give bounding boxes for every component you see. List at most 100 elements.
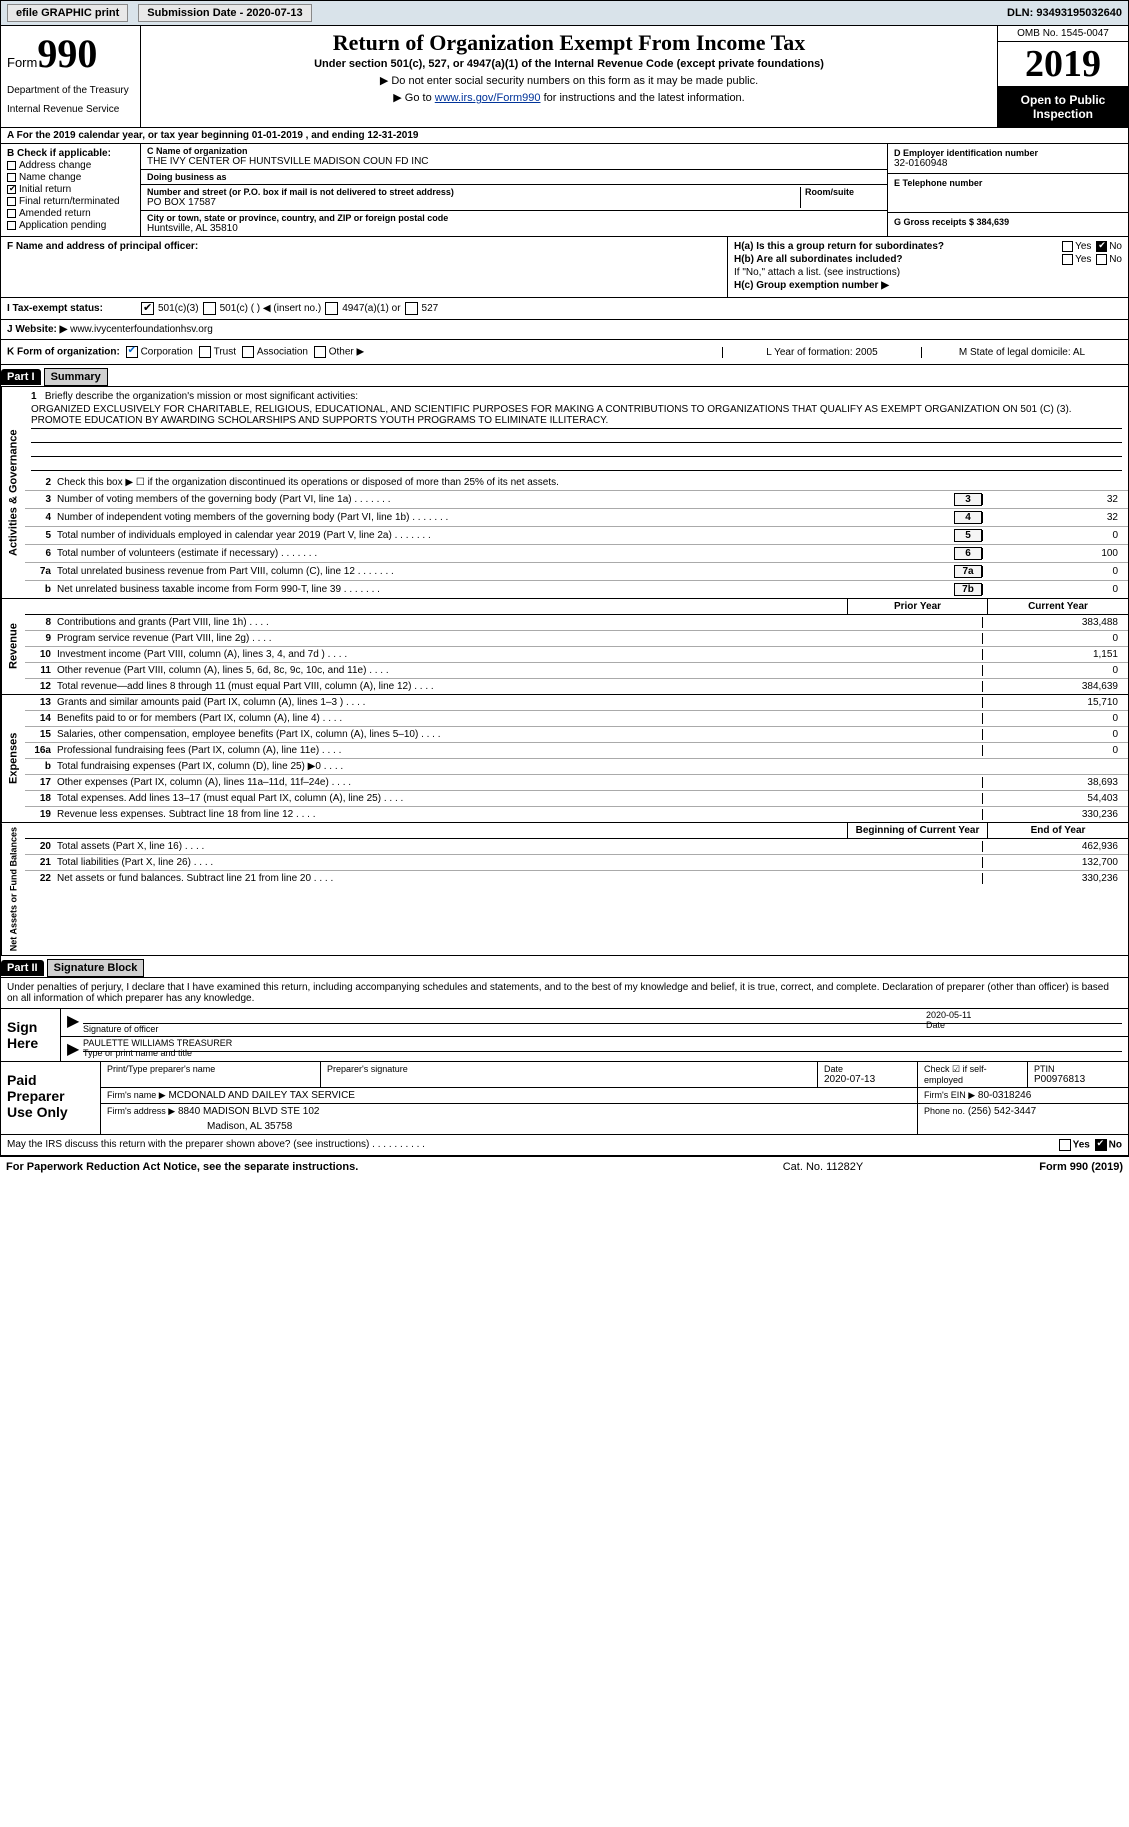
financial-line: 15Salaries, other compensation, employee… bbox=[25, 727, 1128, 743]
applicable-checkbox-row[interactable]: Application pending bbox=[7, 220, 134, 231]
paperwork-notice: For Paperwork Reduction Act Notice, see … bbox=[6, 1161, 723, 1173]
governance-line: bNet unrelated business taxable income f… bbox=[25, 581, 1128, 598]
applicable-checkbox-row[interactable]: Initial return bbox=[7, 184, 134, 195]
section-b-c-d-e: B Check if applicable: Address changeNam… bbox=[0, 144, 1129, 237]
form-id: Form 990 (2019) bbox=[923, 1161, 1123, 1173]
header-sub2: ▶ Do not enter social security numbers o… bbox=[147, 74, 991, 87]
ha-yes-checkbox[interactable] bbox=[1062, 241, 1073, 252]
applicable-checkbox-row[interactable]: Amended return bbox=[7, 208, 134, 219]
ein-value: 32-0160948 bbox=[894, 158, 1122, 169]
applicable-checkbox-row[interactable]: Address change bbox=[7, 160, 134, 171]
corp-checkbox[interactable] bbox=[126, 346, 138, 358]
activities-governance-label: Activities & Governance bbox=[1, 387, 25, 598]
gross-receipts: G Gross receipts $ 384,639 bbox=[894, 217, 1122, 227]
page-footer: For Paperwork Reduction Act Notice, see … bbox=[0, 1156, 1129, 1177]
financial-line: 10Investment income (Part VIII, column (… bbox=[25, 647, 1128, 663]
financial-line: 9Program service revenue (Part VIII, lin… bbox=[25, 631, 1128, 647]
part-2: Part II Signature Block bbox=[0, 956, 1129, 978]
sign-here-label: Sign Here bbox=[1, 1009, 61, 1061]
header-mid: Return of Organization Exempt From Incom… bbox=[141, 26, 998, 127]
dln: DLN: 93493195032640 bbox=[1007, 7, 1122, 19]
governance-line: 7aTotal unrelated business revenue from … bbox=[25, 563, 1128, 581]
part1-governance: Activities & Governance 1 Briefly descri… bbox=[0, 387, 1129, 599]
part1-title: Summary bbox=[44, 368, 108, 386]
irs-discuss-row: May the IRS discuss this return with the… bbox=[0, 1135, 1129, 1156]
efile-button[interactable]: efile GRAPHIC print bbox=[7, 4, 128, 22]
501c3-checkbox[interactable] bbox=[141, 302, 154, 315]
form-header: Form990 Department of the Treasury Inter… bbox=[0, 26, 1129, 128]
row-website: J Website: ▶ www.ivycenterfoundationhsv.… bbox=[0, 320, 1129, 340]
omb-number: OMB No. 1545-0047 bbox=[998, 26, 1128, 42]
applicable-checkbox-row[interactable]: Final return/terminated bbox=[7, 196, 134, 207]
sig-intro: Under penalties of perjury, I declare th… bbox=[1, 978, 1128, 1009]
header-right: OMB No. 1545-0047 2019 Open to Public In… bbox=[998, 26, 1128, 127]
officer-sig-field[interactable]: Signature of officer bbox=[83, 1023, 922, 1034]
501c-checkbox[interactable] bbox=[203, 302, 216, 315]
financial-line: 22Net assets or fund balances. Subtract … bbox=[25, 871, 1128, 886]
year-formation: L Year of formation: 2005 bbox=[722, 347, 922, 358]
expenses-label: Expenses bbox=[1, 695, 25, 822]
other-checkbox[interactable] bbox=[314, 346, 326, 358]
financial-line: 20Total assets (Part X, line 16) . . . .… bbox=[25, 839, 1128, 855]
part2-title: Signature Block bbox=[47, 959, 145, 977]
addr-value: PO BOX 17587 bbox=[147, 197, 796, 208]
room-label: Room/suite bbox=[805, 187, 881, 197]
527-checkbox[interactable] bbox=[405, 302, 418, 315]
trust-checkbox[interactable] bbox=[199, 346, 211, 358]
city-value: Huntsville, AL 35810 bbox=[147, 223, 881, 234]
part1-num: Part I bbox=[1, 369, 41, 385]
section-d-e-g: D Employer identification number 32-0160… bbox=[888, 144, 1128, 236]
state-domicile: M State of legal domicile: AL bbox=[922, 347, 1122, 358]
open-to-public: Open to Public Inspection bbox=[998, 87, 1128, 127]
addr-label: Number and street (or P.O. box if mail i… bbox=[147, 187, 796, 197]
tel-label: E Telephone number bbox=[894, 178, 1122, 188]
discuss-yes-checkbox[interactable] bbox=[1059, 1139, 1071, 1151]
financial-line: 21Total liabilities (Part X, line 26) . … bbox=[25, 855, 1128, 871]
financial-line: 18Total expenses. Add lines 13–17 (must … bbox=[25, 791, 1128, 807]
officer-name-field[interactable]: PAULETTE WILLIAMS TREASURERType or print… bbox=[83, 1051, 1122, 1059]
org-name-label: C Name of organization bbox=[147, 146, 881, 156]
form990-link[interactable]: www.irs.gov/Form990 bbox=[435, 92, 541, 104]
hb-yes-checkbox[interactable] bbox=[1062, 254, 1073, 265]
4947-checkbox[interactable] bbox=[325, 302, 338, 315]
applicable-checkbox-row[interactable]: Name change bbox=[7, 172, 134, 183]
arrow-icon: ▶ bbox=[67, 1011, 83, 1034]
city-label: City or town, state or province, country… bbox=[147, 213, 881, 223]
top-bar: efile GRAPHIC print Submission Date - 20… bbox=[0, 0, 1129, 26]
ha-no-checkbox[interactable] bbox=[1096, 241, 1107, 252]
form-number: 990 bbox=[37, 31, 97, 76]
financial-line: 12Total revenue—add lines 8 through 11 (… bbox=[25, 679, 1128, 694]
section-b: B Check if applicable: Address changeNam… bbox=[1, 144, 141, 236]
financial-line: 13Grants and similar amounts paid (Part … bbox=[25, 695, 1128, 711]
sig-date-field[interactable]: 2020-05-11Date bbox=[922, 1023, 1122, 1034]
financial-line: 11Other revenue (Part VIII, column (A), … bbox=[25, 663, 1128, 679]
governance-line: 4Number of independent voting members of… bbox=[25, 509, 1128, 527]
tax-year: 2019 bbox=[998, 42, 1128, 87]
governance-line: 3Number of voting members of the governi… bbox=[25, 491, 1128, 509]
paid-preparer-label: Paid Preparer Use Only bbox=[1, 1062, 101, 1134]
signature-block: Under penalties of perjury, I declare th… bbox=[0, 978, 1129, 1062]
part1-expenses: Expenses 13Grants and similar amounts pa… bbox=[0, 695, 1129, 823]
hb-no-checkbox[interactable] bbox=[1096, 254, 1107, 265]
irs-label: Internal Revenue Service bbox=[7, 104, 134, 115]
part1-revenue: Revenue Prior YearCurrent Year 8Contribu… bbox=[0, 599, 1129, 695]
dept-treasury: Department of the Treasury bbox=[7, 85, 134, 96]
assoc-checkbox[interactable] bbox=[242, 346, 254, 358]
discuss-no-checkbox[interactable] bbox=[1095, 1139, 1107, 1151]
header-sub3: ▶ Go to www.irs.gov/Form990 for instruct… bbox=[147, 91, 991, 104]
net-assets-label: Net Assets or Fund Balances bbox=[1, 823, 25, 955]
row-tax-status: I Tax-exempt status: 501(c)(3) 501(c) ( … bbox=[0, 298, 1129, 320]
line-a: A For the 2019 calendar year, or tax yea… bbox=[0, 128, 1129, 144]
financial-line: 19Revenue less expenses. Subtract line 1… bbox=[25, 807, 1128, 822]
website-url: www.ivycenterfoundationhsv.org bbox=[70, 324, 213, 335]
arrow-icon: ▶ bbox=[67, 1039, 83, 1059]
header-left: Form990 Department of the Treasury Inter… bbox=[1, 26, 141, 127]
section-f-h: F Name and address of principal officer:… bbox=[0, 237, 1129, 298]
financial-line: 14Benefits paid to or for members (Part … bbox=[25, 711, 1128, 727]
mission-text: ORGANIZED EXCLUSIVELY FOR CHARITABLE, RE… bbox=[31, 402, 1122, 429]
part1-net-assets: Net Assets or Fund Balances Beginning of… bbox=[0, 823, 1129, 956]
form-title: Return of Organization Exempt From Incom… bbox=[147, 30, 991, 56]
financial-line: 16aProfessional fundraising fees (Part I… bbox=[25, 743, 1128, 759]
ein-label: D Employer identification number bbox=[894, 148, 1122, 158]
form-prefix: Form bbox=[7, 55, 37, 70]
